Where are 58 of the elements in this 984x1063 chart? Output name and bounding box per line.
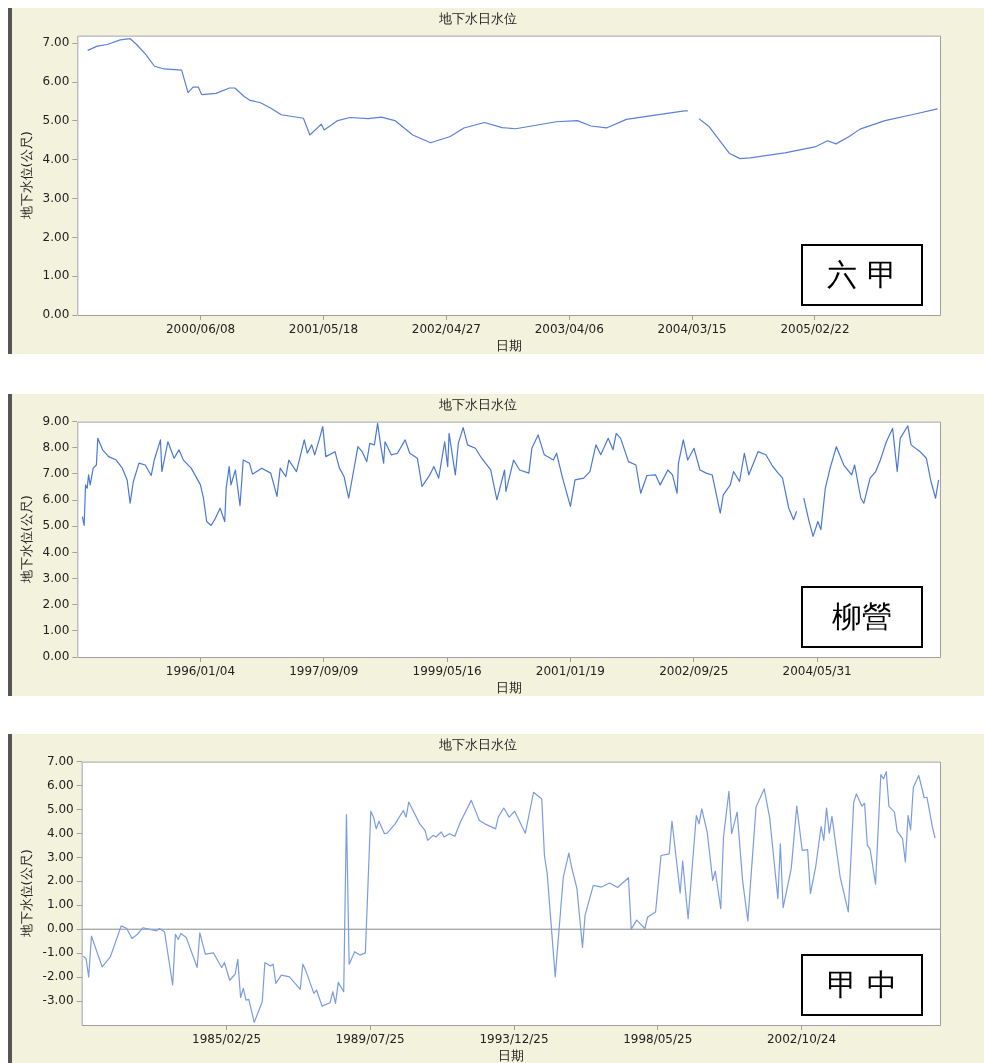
x-tick-label: 2002/04/27: [411, 322, 481, 337]
x-tick-label: 1989/07/25: [335, 1032, 405, 1047]
x-tick-label: 2003/04/06: [534, 322, 604, 337]
x-axis-title: 日期: [495, 337, 522, 353]
y-tick-label: 1.00: [46, 897, 74, 912]
chart-title: 地下水日水位: [438, 11, 517, 27]
y-tick-label: -1.00: [42, 945, 74, 960]
x-tick-label: 1996/01/04: [165, 664, 236, 679]
y-tick-label: 4.00: [46, 825, 74, 840]
y-tick-label: 8.00: [42, 439, 70, 454]
chart-title: 地下水日水位: [438, 737, 517, 753]
y-axis-title: 地下水位(公尺): [19, 131, 35, 221]
y-tick-label: 7.00: [46, 753, 74, 768]
y-axis-title: 地下水位(公尺): [19, 849, 35, 939]
y-tick-label: 6.00: [46, 777, 74, 792]
x-axis-title: 日期: [497, 1047, 524, 1063]
annotation: 甲 中: [827, 966, 897, 1002]
y-tick-label: 3.00: [42, 190, 70, 205]
y-tick-label: 6.00: [42, 74, 70, 89]
x-tick-label: 2000/06/08: [165, 322, 236, 337]
x-axis-title: 日期: [495, 679, 522, 695]
x-tick-label: 2001/01/19: [535, 664, 606, 679]
chart-title: 地下水日水位: [438, 397, 517, 413]
y-tick-label: 4.00: [42, 151, 70, 166]
y-tick-label: 0.00: [42, 307, 70, 322]
y-tick-label: 1.00: [42, 268, 70, 283]
y-tick-label: 3.00: [46, 849, 74, 864]
y-axis-title: 地下水位(公尺): [19, 495, 35, 585]
x-tick-label: 2001/05/18: [288, 322, 359, 337]
x-tick-label: 2002/10/24: [766, 1032, 837, 1047]
y-tick-label: -3.00: [42, 993, 74, 1008]
y-tick-label: 3.00: [42, 570, 70, 585]
y-tick-label: 7.00: [42, 35, 70, 50]
y-tick-label: 0.00: [46, 921, 74, 936]
x-tick-label: 1999/05/16: [412, 664, 482, 679]
y-tick-label: 5.00: [42, 113, 70, 128]
x-tick-label: 2005/02/22: [780, 322, 850, 337]
y-tick-label: 5.00: [46, 801, 74, 816]
x-tick-label: 1998/05/25: [623, 1032, 693, 1047]
y-tick-label: 9.00: [42, 413, 70, 428]
y-tick-label: 2.00: [42, 596, 70, 611]
y-tick-label: 2.00: [42, 229, 70, 244]
y-tick-label: 1.00: [42, 622, 70, 637]
annotation: 六 甲: [827, 256, 897, 292]
y-tick-label: 7.00: [42, 466, 70, 481]
x-tick-label: 1997/09/09: [289, 664, 359, 679]
y-tick-label: 6.00: [42, 492, 70, 507]
y-tick-label: 4.00: [42, 544, 70, 559]
x-tick-label: 1993/12/25: [479, 1032, 549, 1047]
y-tick-label: 0.00: [42, 649, 70, 664]
x-tick-label: 2004/05/31: [782, 664, 852, 679]
x-tick-label: 2004/03/15: [657, 322, 727, 337]
x-tick-label: 2002/09/25: [659, 664, 729, 679]
y-tick-label: 5.00: [42, 518, 70, 533]
y-tick-label: 2.00: [46, 873, 74, 888]
x-tick-label: 1985/02/25: [191, 1032, 262, 1047]
annotation: 柳營: [832, 598, 892, 634]
y-tick-label: -2.00: [42, 969, 74, 984]
